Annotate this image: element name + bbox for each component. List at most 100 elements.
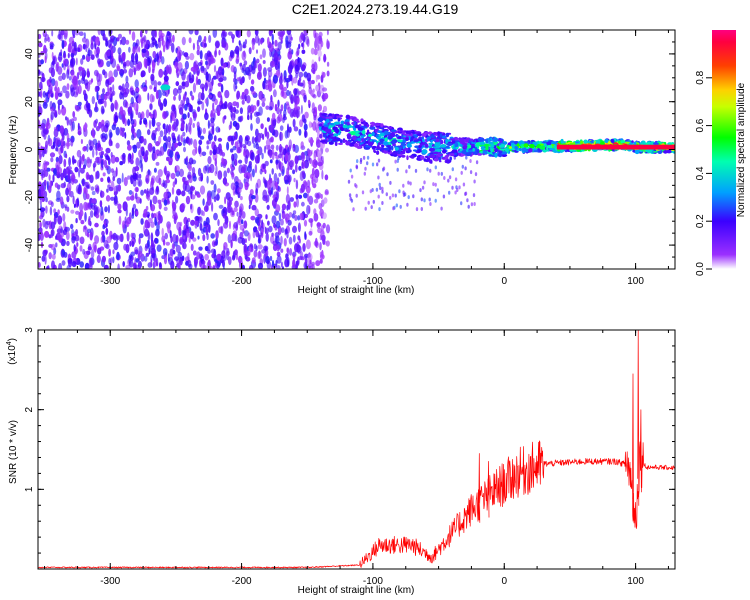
heatmap-cell — [165, 138, 168, 149]
heatmap-cell — [477, 153, 483, 156]
heatmap-cell — [321, 212, 327, 220]
heatmap-cell — [148, 248, 151, 255]
heatmap-cell — [121, 114, 126, 123]
heatmap-cell — [151, 212, 154, 219]
heatmap-cell — [58, 30, 61, 41]
heatmap-cell — [182, 131, 186, 137]
heatmap-cell — [192, 42, 195, 51]
heatmap-cell — [494, 152, 498, 158]
heatmap-cell — [62, 52, 67, 59]
heatmap-cell — [297, 56, 300, 63]
heatmap-cell — [190, 194, 196, 200]
heatmap-cell — [150, 221, 155, 228]
heatmap-cell — [87, 202, 91, 209]
heatmap-cell — [84, 262, 90, 269]
heatmap-cell — [309, 139, 314, 144]
heatmap-cell — [448, 175, 452, 180]
heatmap-cell — [207, 249, 211, 254]
heatmap-cell — [71, 261, 77, 268]
heatmap-cell — [280, 261, 283, 268]
heatmap-cell — [229, 220, 231, 230]
heatmap-cell — [323, 124, 330, 128]
heatmap-cell — [397, 136, 402, 140]
heatmap-cell — [44, 230, 50, 238]
heatmap-cell — [166, 31, 171, 36]
heatmap-cell — [231, 34, 235, 40]
heatmap-cell — [426, 167, 429, 172]
heatmap-cell — [185, 195, 191, 205]
heatmap-cell — [122, 155, 126, 165]
heatmap-cell — [45, 197, 48, 203]
heatmap-cell — [204, 82, 208, 92]
heatmap-cell — [288, 47, 292, 55]
heatmap-cell — [324, 174, 329, 181]
heatmap-cell — [278, 172, 282, 177]
heatmap-cell — [244, 154, 248, 165]
heatmap-cell — [206, 164, 210, 174]
heatmap-cell — [63, 158, 67, 168]
heatmap-cell — [95, 118, 99, 124]
heatmap-cell — [308, 218, 314, 223]
heatmap-cell — [171, 113, 176, 122]
spectrogram-xlabel: Height of straight line (km) — [298, 285, 415, 296]
heatmap-cell — [328, 123, 335, 126]
heatmap-cell — [114, 101, 119, 111]
heatmap-cell — [178, 51, 182, 61]
heatmap-cell — [488, 154, 493, 157]
heatmap-cell — [103, 264, 109, 269]
heatmap-cell — [279, 83, 284, 90]
heatmap-cell — [314, 32, 319, 38]
snr-frame — [37, 329, 676, 570]
heatmap-cell — [137, 260, 142, 269]
heatmap-cell — [131, 213, 135, 219]
heatmap-cell — [83, 186, 87, 194]
heatmap-cell — [105, 147, 111, 154]
heatmap-cell — [315, 193, 320, 200]
heatmap-cell — [232, 146, 237, 151]
heatmap-cell — [62, 213, 66, 222]
heatmap-cell — [501, 153, 508, 157]
heatmap-cell — [316, 222, 322, 227]
heatmap-cell — [461, 150, 467, 154]
heatmap-cell — [407, 149, 412, 153]
heatmap-cell — [132, 203, 137, 210]
heatmap-cell — [155, 90, 159, 100]
heatmap-cell — [237, 187, 242, 194]
heatmap-cell — [217, 188, 221, 194]
heatmap-cell — [252, 230, 256, 239]
heatmap-cell — [180, 202, 186, 210]
heatmap-cell — [249, 264, 254, 269]
heatmap-cell — [363, 171, 366, 176]
heatmap-cell — [197, 78, 201, 85]
heatmap-cell — [77, 122, 80, 131]
heatmap-cell — [194, 219, 199, 226]
heatmap-cell — [475, 160, 479, 165]
heatmap-cell — [432, 151, 439, 155]
heatmap-cell — [189, 90, 193, 97]
heatmap-cell — [147, 129, 151, 136]
heatmap-cell — [317, 149, 322, 159]
heatmap-cell — [140, 218, 144, 225]
heatmap-cell — [208, 88, 212, 95]
heatmap-cell — [465, 152, 472, 157]
heatmap-cell — [270, 94, 273, 103]
heatmap-cell — [44, 250, 48, 255]
heatmap-cell — [356, 120, 360, 123]
heatmap-cell — [281, 203, 287, 211]
heatmap-cell — [77, 101, 82, 106]
snr-multiplier-exponent: 4 — [6, 341, 13, 345]
heatmap-cell — [410, 136, 414, 141]
heatmap-cell — [414, 168, 418, 173]
heatmap-cell — [251, 136, 255, 144]
heatmap-cell — [117, 184, 122, 192]
heatmap-cell — [274, 197, 278, 203]
heatmap-cell — [121, 36, 127, 46]
heatmap-cell — [84, 211, 87, 222]
heatmap-cell — [634, 149, 640, 155]
heatmap-cell — [318, 31, 323, 38]
heatmap-cell — [172, 88, 178, 96]
heatmap-cell — [293, 177, 296, 183]
heatmap-cell — [163, 191, 169, 199]
heatmap-cell — [272, 74, 278, 84]
heatmap-cell — [300, 141, 304, 149]
